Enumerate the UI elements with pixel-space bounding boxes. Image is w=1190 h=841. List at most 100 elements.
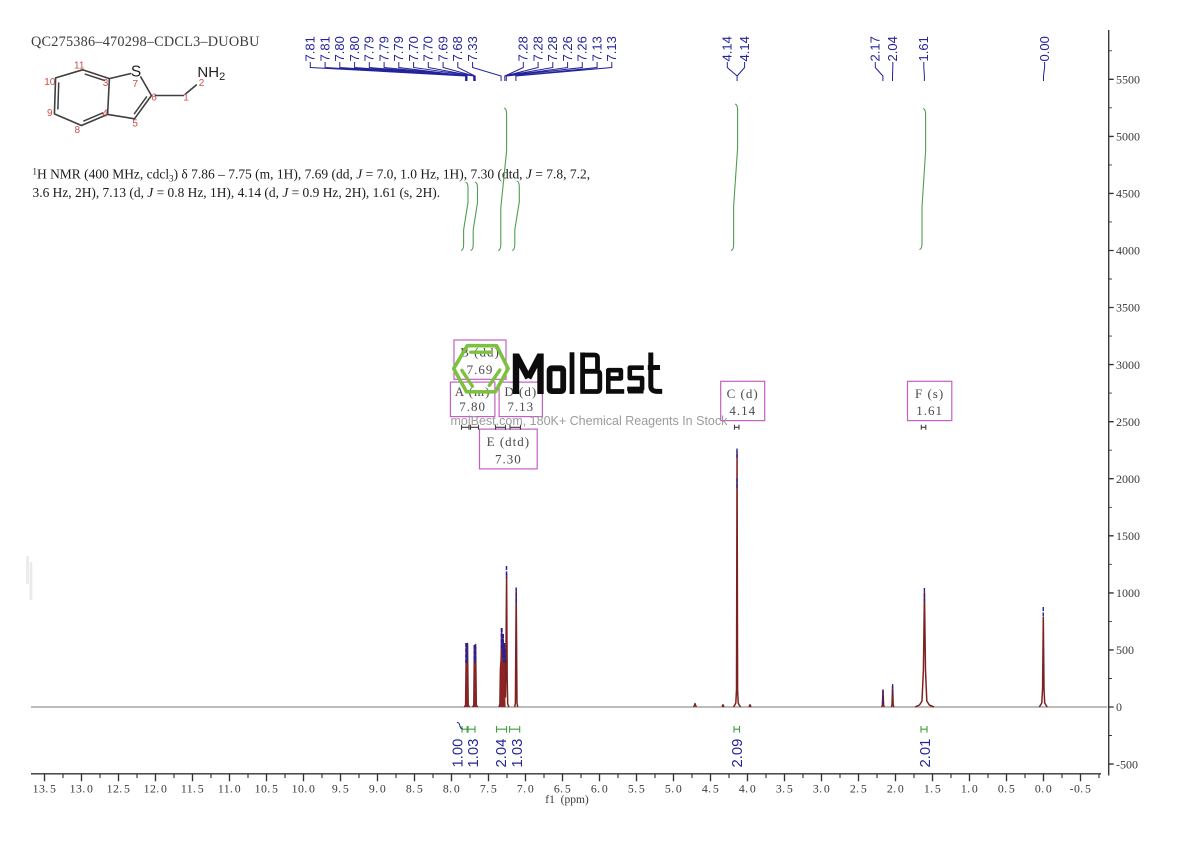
svg-text:2.01: 2.01 [918,739,934,768]
svg-text:1: 1 [183,92,189,103]
svg-text:2000: 2000 [1116,472,1140,486]
svg-text:-0. 5: -0. 5 [1070,782,1092,796]
svg-text:8: 8 [75,125,81,136]
svg-text:11. 5: 11. 5 [181,782,204,796]
svg-text:4000: 4000 [1116,244,1140,258]
svg-text:1.03: 1.03 [466,739,482,768]
svg-text:6. 0: 6. 0 [591,782,608,796]
svg-text:7: 7 [133,79,139,90]
svg-text:7.26: 7.26 [560,36,575,61]
svg-text:7.28: 7.28 [530,36,545,61]
svg-text:7.28: 7.28 [516,36,531,61]
svg-text:7.79: 7.79 [362,36,377,61]
svg-text:13. 0: 13. 0 [70,782,94,796]
svg-text:7.13: 7.13 [604,36,619,61]
svg-text:10. 0: 10. 0 [292,782,316,796]
svg-text:7.80: 7.80 [347,36,362,61]
svg-text:5000: 5000 [1116,130,1140,144]
svg-text:molBest.com, 180K+ Chemical Re: molBest.com, 180K+ Chemical Reagents In … [451,414,729,428]
svg-text:7.79: 7.79 [376,36,391,61]
svg-text:1000: 1000 [1116,586,1140,600]
svg-text:f1 (ppm): f1 (ppm) [545,794,589,806]
svg-text:1.61: 1.61 [916,36,931,61]
svg-text:3.6 Hz, 2H), 7.13 (d, J = 0.8: 3.6 Hz, 2H), 7.13 (d, J = 0.8 Hz, 1H), 4… [33,185,441,200]
svg-text:7. 0: 7. 0 [517,782,534,796]
svg-text:3: 3 [103,78,109,89]
svg-text:7.68: 7.68 [450,36,465,61]
svg-text:12. 5: 12. 5 [107,782,131,796]
svg-text:1H NMR (400 MHz, cdcl3) δ 7.86: 1H NMR (400 MHz, cdcl3) δ 7.86 – 7.75 (m… [33,166,591,183]
svg-text:10: 10 [44,77,56,88]
svg-text:3500: 3500 [1116,301,1140,315]
svg-text:0: 0 [1116,700,1122,714]
svg-text:C (d): C (d) [727,386,759,401]
svg-text:0. 0: 0. 0 [1035,782,1052,796]
svg-text:7.30: 7.30 [495,451,522,466]
svg-text:7.13: 7.13 [507,399,534,414]
svg-text:4.14: 4.14 [737,36,752,61]
svg-text:7.80: 7.80 [459,399,486,414]
svg-text:E (dtd): E (dtd) [487,434,530,449]
svg-text:2.09: 2.09 [730,739,746,768]
svg-text:7.70: 7.70 [421,36,436,61]
svg-text:2.17: 2.17 [868,36,883,61]
svg-text:1500: 1500 [1116,529,1140,543]
svg-text:-500: -500 [1116,757,1138,771]
svg-text:7.28: 7.28 [545,36,560,61]
svg-text:2. 5: 2. 5 [850,782,867,796]
svg-text:9: 9 [47,108,53,119]
svg-text:5500: 5500 [1116,73,1140,87]
svg-text:7.26: 7.26 [575,36,590,61]
svg-text:5. 5: 5. 5 [628,782,645,796]
svg-text:4500: 4500 [1116,187,1140,201]
svg-text:4.14: 4.14 [729,403,756,418]
svg-text:4. 0: 4. 0 [739,782,756,796]
svg-text:2. 0: 2. 0 [887,782,904,796]
svg-text:7.69: 7.69 [467,362,494,377]
svg-text:2: 2 [199,78,205,89]
svg-text:3000: 3000 [1116,358,1140,372]
svg-text:7.81: 7.81 [317,36,332,61]
svg-text:4. 5: 4. 5 [702,782,719,796]
svg-text:5. 0: 5. 0 [665,782,682,796]
svg-text:1. 5: 1. 5 [924,782,941,796]
svg-text:2500: 2500 [1116,415,1140,429]
svg-text:0. 5: 0. 5 [998,782,1015,796]
svg-text:S: S [131,63,141,80]
svg-text:QC275386–470298–CDCL3–DUOBU: QC275386–470298–CDCL3–DUOBU [31,34,260,50]
svg-text:2.04: 2.04 [494,739,510,768]
svg-text:3. 5: 3. 5 [776,782,793,796]
svg-text:8. 5: 8. 5 [406,782,423,796]
svg-text:9. 5: 9. 5 [332,782,349,796]
svg-text:0.00: 0.00 [1037,36,1052,61]
svg-text:7.33: 7.33 [465,36,480,61]
svg-text:5: 5 [132,119,138,130]
svg-text:13. 5: 13. 5 [33,782,57,796]
svg-text:11. 0: 11. 0 [218,782,241,796]
svg-text:1. 0: 1. 0 [961,782,978,796]
svg-text:1.00: 1.00 [451,739,467,768]
svg-text:8. 0: 8. 0 [443,782,460,796]
svg-text:2.04: 2.04 [885,36,900,61]
svg-text:F (s): F (s) [915,386,944,401]
svg-text:4.14: 4.14 [720,36,735,61]
svg-text:4: 4 [102,109,108,120]
svg-text:10. 5: 10. 5 [255,782,279,796]
svg-text:9. 0: 9. 0 [369,782,386,796]
svg-text:NH2: NH2 [197,64,225,83]
svg-text:1.03: 1.03 [510,739,526,768]
svg-text:7.79: 7.79 [391,36,406,61]
svg-text:7.80: 7.80 [332,36,347,61]
svg-text:11: 11 [74,60,85,71]
svg-text:7.81: 7.81 [303,36,318,61]
svg-text:500: 500 [1116,643,1134,657]
svg-text:6: 6 [151,92,157,103]
svg-text:12. 0: 12. 0 [144,782,168,796]
svg-text:7.70: 7.70 [406,36,421,61]
svg-text:7.13: 7.13 [589,36,604,61]
svg-text:1.61: 1.61 [916,403,943,418]
svg-text:3. 0: 3. 0 [813,782,830,796]
svg-text:7. 5: 7. 5 [480,782,497,796]
svg-text:D (d): D (d) [504,384,537,399]
svg-text:7.69: 7.69 [435,36,450,61]
